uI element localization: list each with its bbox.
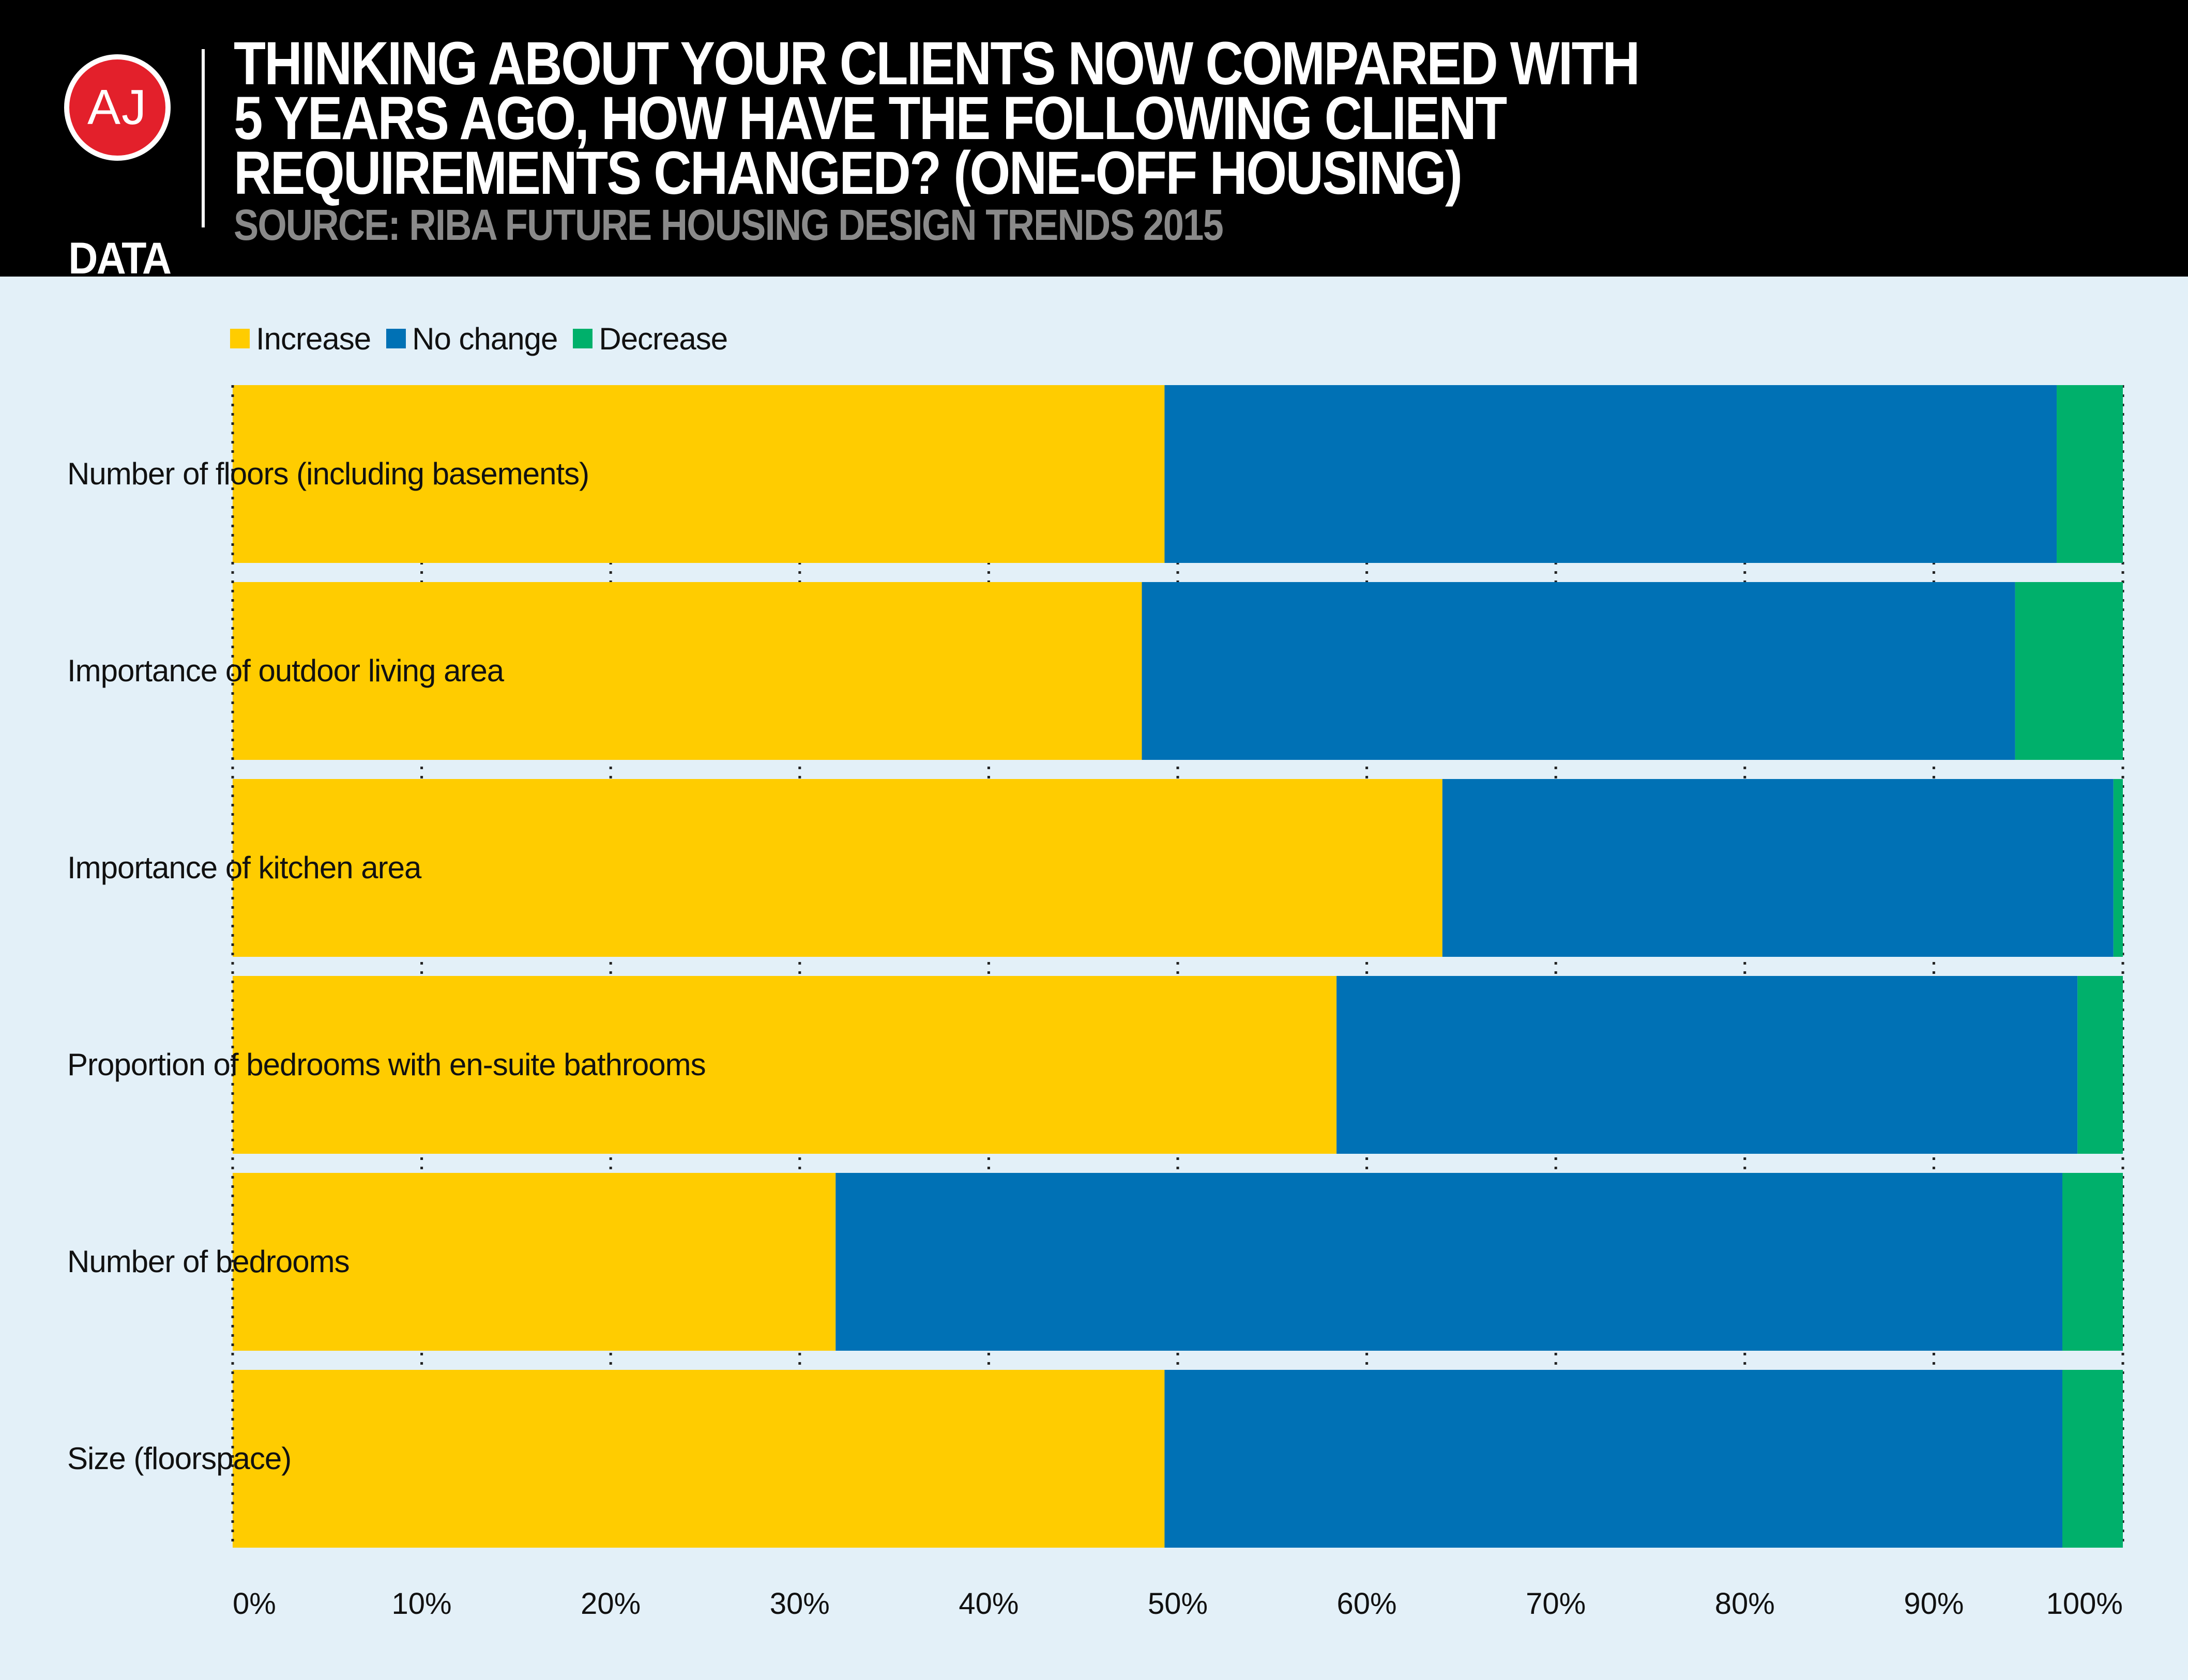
bar-increase-importance-of-kitchen-area (233, 779, 1442, 957)
x-tick-label-10: 10% (392, 1587, 452, 1621)
logo-data-text: DATA (68, 234, 172, 283)
bar-no-change-number-of-floors-including-basements (1164, 385, 2057, 563)
x-tick-label-90: 90% (1904, 1587, 1964, 1621)
bar-no-change-proportion-of-bedrooms-with-en-suite-bathrooms (1336, 976, 2078, 1154)
bar-no-change-importance-of-kitchen-area (1442, 779, 2114, 957)
logo-circle: AJ (64, 54, 171, 161)
chart-source: Source: RIBA Future Housing Design Trend… (234, 201, 1224, 249)
chart-title: Thinking about your clients now compared… (234, 29, 1640, 207)
bar-decrease-importance-of-kitchen-area (2113, 779, 2123, 957)
bar-decrease-size-floorspace (2062, 1370, 2123, 1548)
legend-label-decrease: Decrease (599, 321, 728, 356)
header-divider (202, 49, 205, 227)
header-banner: AJ DATA Thinking about your clients now … (0, 0, 2188, 282)
x-tick-label-60: 60% (1337, 1587, 1397, 1621)
bar-decrease-importance-of-outdoor-living-area (2015, 582, 2123, 760)
category-label-importance-of-outdoor-living-area: Importance of outdoor living area (67, 653, 504, 688)
legend-swatch-increase (230, 329, 250, 348)
legend-swatch-no-change (386, 329, 406, 348)
x-tick-label-50: 50% (1148, 1587, 1208, 1621)
bar-no-change-number-of-bedrooms (835, 1173, 2063, 1351)
legend-label-no-change: No change (412, 321, 558, 356)
legend-item-increase: Increase (230, 321, 371, 357)
x-tick-label-0: 0% (233, 1587, 276, 1621)
x-tick-label-70: 70% (1526, 1587, 1586, 1621)
x-tick-label-40: 40% (959, 1587, 1019, 1621)
bar-increase-number-of-bedrooms (233, 1173, 836, 1351)
legend-label-increase: Increase (256, 321, 371, 356)
bar-decrease-proportion-of-bedrooms-with-en-suite-bathrooms (2077, 976, 2123, 1154)
x-tick-label-100: 100% (2046, 1587, 2123, 1621)
legend-swatch-decrease (573, 329, 593, 348)
category-label-number-of-bedrooms: Number of bedrooms (67, 1244, 350, 1279)
x-tick-label-30: 30% (770, 1587, 830, 1621)
bar-increase-importance-of-outdoor-living-area (233, 582, 1142, 760)
bar-decrease-number-of-bedrooms (2062, 1173, 2123, 1351)
bar-increase-size-floorspace (233, 1370, 1165, 1548)
category-label-proportion-of-bedrooms-with-en-suite-bathrooms: Proportion of bedrooms with en-suite bat… (67, 1047, 706, 1082)
legend-item-decrease: Decrease (573, 321, 728, 357)
legend: Increase No change Decrease (230, 318, 743, 359)
bar-decrease-number-of-floors-including-basements (2057, 385, 2123, 563)
category-label-importance-of-kitchen-area: Importance of kitchen area (67, 850, 421, 885)
x-tick-label-20: 20% (581, 1587, 641, 1621)
bar-no-change-importance-of-outdoor-living-area (1142, 582, 2015, 760)
x-tick-label-80: 80% (1715, 1587, 1775, 1621)
bar-no-change-size-floorspace (1164, 1370, 2063, 1548)
legend-item-no-change: No change (386, 321, 558, 357)
bar-increase-proportion-of-bedrooms-with-en-suite-bathrooms (233, 976, 1337, 1154)
bar-increase-number-of-floors-including-basements (233, 385, 1165, 563)
category-label-size-floorspace: Size (floorspace) (67, 1441, 292, 1476)
category-label-number-of-floors-including-basements: Number of floors (including basements) (67, 456, 589, 491)
